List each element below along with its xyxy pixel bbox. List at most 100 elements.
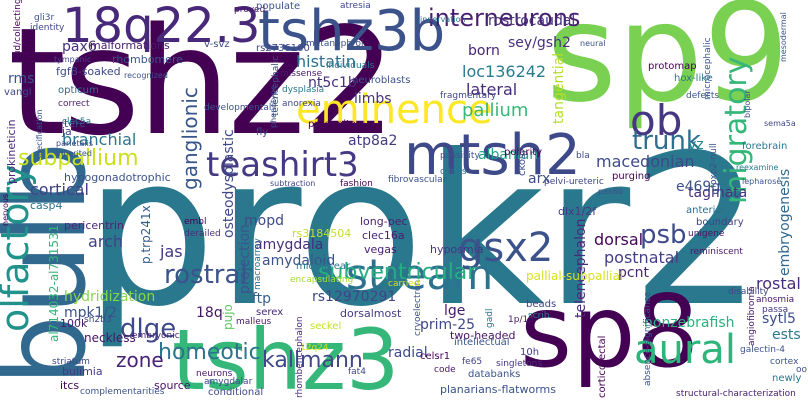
word-newly: newly: [772, 373, 802, 384]
word-ckos: ckos: [517, 153, 528, 176]
word-corticotectal: corticotectal: [597, 335, 608, 398]
word-boundary: boundary: [696, 217, 744, 228]
word-bipolar: bipolar: [743, 90, 752, 118]
word-pericentrin: pericentrin: [64, 219, 124, 232]
word-aural: aural: [634, 327, 736, 373]
word-dlge: dlge: [120, 314, 177, 344]
word-reexamine: reexamine: [736, 163, 779, 172]
word-18q: 18q: [196, 305, 223, 321]
word-correct: correct: [58, 99, 90, 109]
word-clec5a: clec5a: [62, 117, 92, 127]
word-complementarities: complementarities: [80, 387, 165, 397]
word-vangl: vangl: [4, 87, 32, 98]
word-anosmia: anosmia: [756, 295, 795, 305]
word-12q24: 12q24: [300, 343, 329, 353]
word-arch: arch: [88, 232, 123, 251]
word-10h: 10h: [520, 347, 540, 358]
word-tympanic: tympanic: [54, 55, 92, 64]
word-branchial: branchial: [62, 130, 137, 149]
word-opticum: opticum: [58, 85, 99, 96]
word-gadl: gadl: [485, 308, 495, 328]
word-celsr1: celsr1: [420, 351, 451, 362]
word-18q22.3: 18q22.3: [62, 0, 261, 54]
word-fat4: fat4: [348, 367, 366, 377]
word-populate: populate: [256, 1, 301, 12]
word-loc136242: loc136242: [462, 62, 547, 81]
word-zone: zone: [116, 348, 164, 372]
word-itcs: itcs: [60, 379, 80, 392]
word-encapsulating: encapsulating: [290, 275, 354, 285]
word-rms: rms: [8, 71, 35, 87]
word-progenitors: progenitors: [308, 119, 366, 130]
word-dysplasia: dysplasia: [282, 85, 325, 95]
word-malformations: malformations: [90, 39, 170, 52]
word-ganglionic: ganglionic: [178, 87, 202, 190]
word-missense: missense: [280, 69, 323, 79]
word-cortex: cortex: [770, 357, 799, 367]
word-databanks: databanks: [468, 369, 521, 380]
word-eminence: eminence: [296, 87, 493, 133]
word-hyposmia: hyposmia: [430, 243, 484, 256]
word-prokr2: prokr2: [84, 111, 763, 353]
word-derailed: derailed: [184, 229, 221, 239]
word-individuals: individuals: [326, 61, 375, 71]
word-projection: projection: [237, 224, 253, 294]
word-macroarray: macroarray: [253, 238, 263, 290]
word-metanephroi: metanephroi: [306, 39, 364, 49]
word-vegas: vegas: [364, 243, 397, 256]
word-stream: stream: [346, 250, 494, 299]
word-lateral: lateral: [466, 80, 518, 99]
word-proved: proved: [234, 5, 266, 15]
word-unigene: unigene: [688, 229, 725, 239]
word-intellectual: intellectual: [454, 337, 510, 348]
word-born: born: [468, 43, 500, 59]
word-rs12970291: rs12970291: [312, 289, 397, 305]
word-v-svz: v-svz: [204, 39, 230, 50]
word-1p-1p: 1p/1p: [508, 315, 534, 325]
word-dorsalmost: dorsalmost: [340, 307, 402, 320]
word-rhombomere: rhombomere: [112, 53, 183, 66]
word-arx: arx: [528, 171, 551, 187]
word-identity: identity: [30, 23, 65, 33]
word-scrib: scrib: [528, 311, 550, 321]
word-pelvi-ureteric: pelvi-ureteric: [544, 177, 604, 187]
word-pujo: pujo: [221, 304, 235, 330]
word-middle-ear: middle-ear: [296, 261, 351, 272]
word-source: source: [154, 379, 191, 392]
word-ftp: ftp: [252, 291, 272, 307]
word-protomap: protomap: [648, 61, 697, 72]
word-subtraction: subtraction: [270, 179, 316, 188]
word-cdnas: cdnas: [440, 167, 467, 177]
word-hydridization: hydridization: [64, 289, 156, 305]
word-malleus: malleus: [236, 317, 272, 327]
word-homeotic: homeotic: [158, 340, 261, 365]
word-fibrovascular: fibrovascular: [388, 175, 447, 185]
word-beads: beads: [526, 299, 557, 310]
word-pallial-subpallial: pallial-subpallial: [526, 269, 624, 283]
word-albanian: albanian: [478, 147, 539, 163]
word-foxp2-null: foxp2-null: [709, 143, 719, 188]
word-al714032-al731531: al714032-al731531: [47, 224, 61, 342]
word-lge: lge: [444, 303, 466, 319]
word-code: code: [434, 365, 456, 375]
word-innervation: innervation: [420, 15, 466, 24]
word-oo: oo: [796, 365, 808, 375]
word-bud-collecting: bud/collecting: [13, 0, 23, 62]
word-nervous: nervous: [1, 193, 10, 226]
word-olfactory: olfactory: [0, 164, 37, 332]
word-rostral: rostral: [164, 260, 248, 290]
word-serex: serex: [256, 307, 284, 318]
word-defects: defects: [686, 91, 720, 101]
word-limbs: limbs: [354, 91, 392, 107]
word-nt5c1b: nt5c1b: [308, 75, 357, 91]
word-jas: jas: [160, 242, 183, 261]
word-ob: ob: [630, 96, 683, 145]
word-dlx1-2f: dlx1/2f: [558, 205, 597, 218]
word-mpk1-2: mpk1/2: [64, 305, 118, 321]
word-gli3r: gli3r: [34, 13, 55, 23]
word-prim-25: prim-25: [420, 317, 476, 333]
word-developmental: developmental: [204, 103, 272, 113]
word-100k: 100k: [60, 317, 88, 330]
word-teashirt3: teashirt3: [206, 145, 359, 185]
